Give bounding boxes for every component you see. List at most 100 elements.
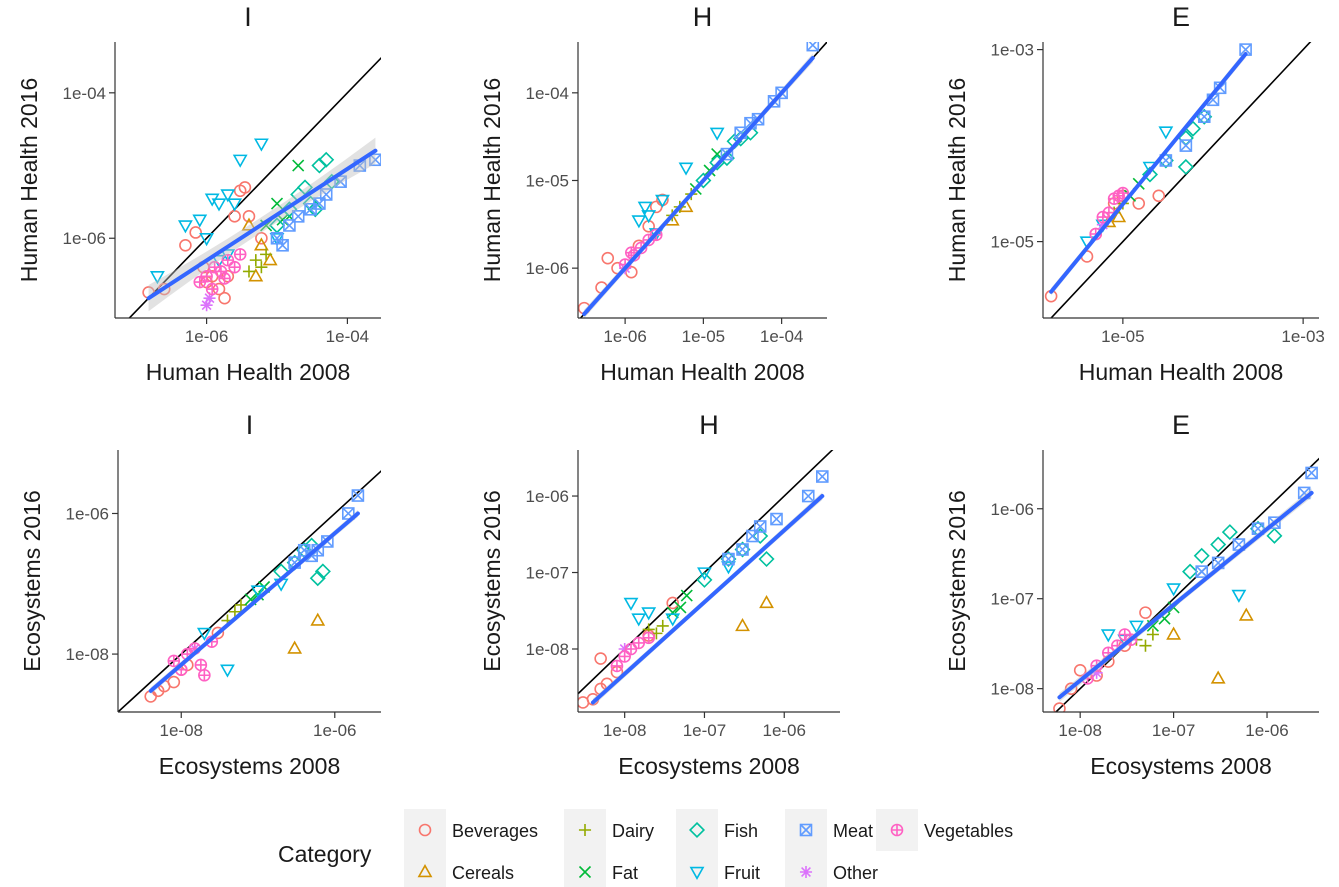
- y-tick-label: 1e-08: [526, 640, 569, 659]
- data-point-vegetables: [624, 642, 638, 656]
- y-tick-label: 1e-05: [991, 233, 1034, 252]
- legend-key-background: [404, 809, 446, 851]
- data-point-fruit: [253, 138, 269, 152]
- data-point-meat: [753, 520, 767, 533]
- data-point-cereals: [1111, 209, 1127, 223]
- y-tick-label: 1e-08: [991, 680, 1034, 699]
- data-point-fish: [720, 551, 737, 568]
- y-axis-title: Ecosystems 2016: [479, 490, 505, 672]
- panel-6: E 1e-08 1e-07 1e-06 1e-08 1e-07 1e-06 Ecosystem…: [944, 410, 1319, 779]
- data-point-fruit: [665, 613, 681, 627]
- data-point-fruit: [678, 162, 694, 176]
- data-point-fruit: [192, 214, 208, 228]
- data-point-fruit: [623, 597, 639, 611]
- data-point-beverages: [242, 210, 256, 223]
- data-point-vegetables: [200, 269, 213, 283]
- legend-item-beverages: Beverages: [404, 809, 538, 851]
- legend-label: Vegetables: [924, 821, 1013, 841]
- triangle-up-icon: [417, 864, 433, 878]
- data-point-vegetables: [194, 658, 208, 672]
- data-point-other: [203, 292, 216, 305]
- legend-label: Other: [833, 863, 878, 883]
- x-axis-title: Human Health 2008: [1079, 359, 1284, 385]
- panel-title: H: [693, 2, 713, 32]
- x-axis-title: Human Health 2008: [600, 359, 805, 385]
- data-point-meat: [369, 153, 381, 167]
- x-tick-label: 1e-08: [603, 721, 646, 740]
- data-point-dairy: [1139, 639, 1152, 652]
- y-tick-label: 1e-07: [991, 590, 1034, 609]
- data-point-fish: [696, 571, 713, 588]
- data-point-beverages: [1152, 189, 1166, 203]
- data-point-vegetables: [221, 253, 235, 267]
- data-point-fish: [1221, 524, 1238, 541]
- fit-line: [582, 55, 815, 316]
- data-point-fruit: [199, 233, 215, 247]
- data-point-fish: [1182, 563, 1199, 580]
- y-tick-label: 1e-06: [526, 259, 569, 278]
- identity-line: [128, 56, 381, 318]
- data-point-fruit: [1158, 126, 1174, 140]
- data-point-cereals: [262, 252, 278, 266]
- data-point-cereals: [1166, 626, 1182, 640]
- y-axis-title: Ecosystems 2016: [944, 490, 970, 672]
- y-axis-title: Human Health 2016: [944, 78, 970, 283]
- data-point-fish: [311, 157, 328, 174]
- data-point-beverages: [189, 226, 202, 239]
- panel-title: E: [1172, 410, 1190, 440]
- x-axis-title: Human Health 2008: [146, 359, 351, 385]
- x-tick-label: 1e-06: [762, 721, 805, 740]
- data-point-fruit: [220, 664, 235, 678]
- data-point-dairy: [234, 598, 248, 611]
- cross-icon: [578, 865, 592, 879]
- identity-line: [1054, 457, 1319, 712]
- data-point-fruit: [250, 585, 266, 599]
- legend-key-background: [676, 851, 718, 887]
- legend-item-fat: Fat: [564, 851, 638, 887]
- data-point-fruit: [1166, 583, 1182, 597]
- panel-title: H: [699, 410, 719, 440]
- legend-label: Fruit: [724, 863, 760, 883]
- data-point-beverages: [167, 675, 181, 689]
- data-point-fish: [1210, 536, 1227, 553]
- asterisk-icon: [799, 865, 813, 879]
- y-tick-label: 1e-06: [991, 500, 1034, 519]
- y-axis-title: Human Health 2016: [479, 78, 505, 283]
- data-point-fat: [292, 159, 305, 172]
- identity-line: [118, 470, 381, 712]
- triangle-down-icon: [689, 866, 705, 880]
- data-point-cereals: [241, 217, 257, 231]
- circle-icon: [418, 823, 432, 837]
- y-tick-label: 1e-06: [526, 487, 569, 506]
- legend-key-background: [676, 809, 718, 851]
- data-point-other: [618, 642, 631, 656]
- x-tick-label: 1e-03: [1281, 327, 1324, 346]
- data-point-fat: [270, 197, 284, 210]
- plot-area: [1053, 457, 1319, 712]
- x-tick-label: 1e-04: [760, 327, 803, 346]
- legend-item-cereals: Cereals: [404, 851, 514, 887]
- data-point-fruit: [631, 215, 647, 229]
- data-point-beverages: [1073, 663, 1087, 677]
- fit-line: [146, 148, 378, 301]
- y-axis-title: Ecosystems 2016: [19, 490, 45, 672]
- data-point-dairy: [260, 248, 273, 261]
- data-point-beverages: [255, 231, 268, 245]
- data-point-cereals: [287, 640, 303, 654]
- y-tick-label: 1e-07: [526, 564, 569, 583]
- data-point-fish: [314, 563, 331, 580]
- data-point-meat: [736, 543, 749, 556]
- y-tick-label: 1e-04: [526, 84, 569, 103]
- legend-label: Dairy: [612, 821, 654, 841]
- legend-key-background: [404, 851, 446, 887]
- data-point-fish: [1266, 527, 1283, 544]
- data-point-beverages: [179, 238, 192, 252]
- plot-area: [578, 450, 834, 709]
- data-point-beverages: [594, 652, 607, 665]
- data-point-vegetables: [233, 248, 247, 261]
- fit-line: [148, 511, 360, 693]
- data-point-other: [1090, 666, 1103, 679]
- data-point-beverages: [1053, 702, 1066, 712]
- data-point-fruit: [721, 561, 736, 575]
- data-point-cereals: [310, 612, 326, 626]
